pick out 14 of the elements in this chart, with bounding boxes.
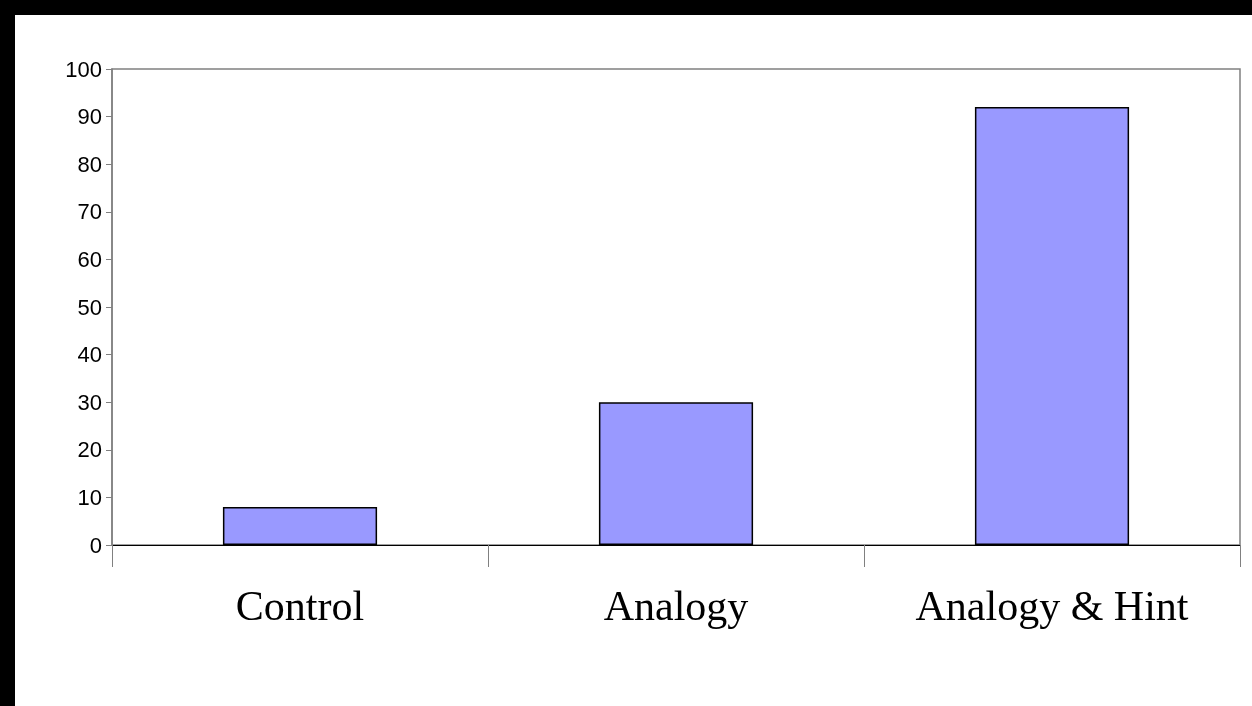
y-tick-label: 70 <box>77 199 102 225</box>
y-tick-label: 100 <box>65 56 102 82</box>
y-tick-label: 80 <box>77 151 102 177</box>
y-tick-label: 40 <box>77 342 102 368</box>
y-tick-label: 30 <box>77 389 102 415</box>
y-tick-label: 60 <box>77 246 102 272</box>
y-tick-label: 50 <box>77 294 102 320</box>
y-tick-label: 0 <box>89 532 102 558</box>
x-tick-label: Analogy & Hint <box>915 583 1189 629</box>
y-tick-label: 90 <box>77 104 102 130</box>
y-tick-label: 10 <box>77 484 102 510</box>
x-tick-label: Control <box>235 583 365 629</box>
y-tick-label: 20 <box>77 437 102 463</box>
x-tick-label: Analogy <box>603 583 749 629</box>
